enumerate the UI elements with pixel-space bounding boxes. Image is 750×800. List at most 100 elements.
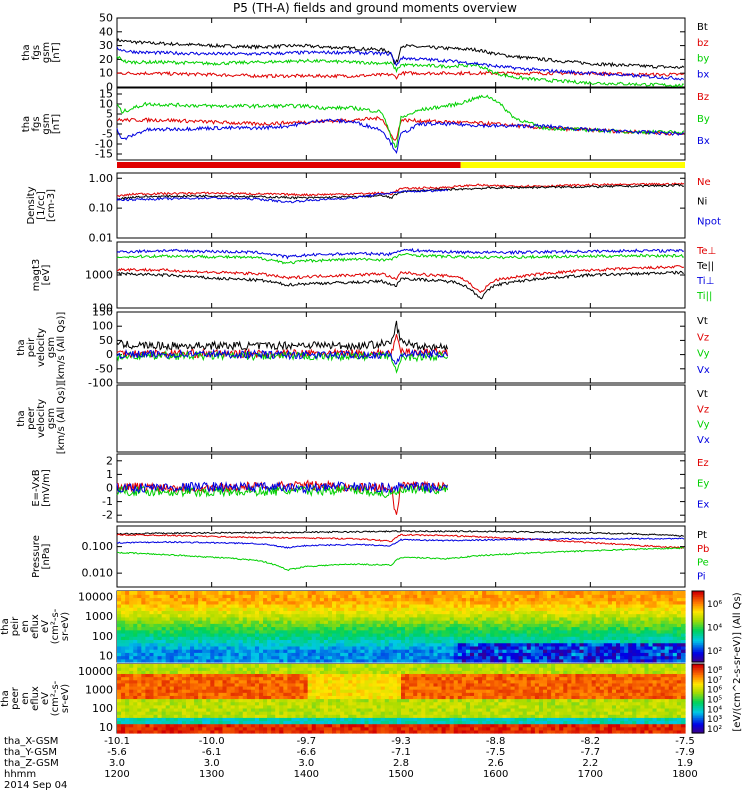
spectrogram-cell [636,607,641,611]
spectrogram-cell [547,613,552,618]
spectrogram-cell [620,632,625,637]
spectrogram-cell [275,682,280,687]
spectrogram-cell [125,729,130,734]
spectrogram-cell [437,642,443,647]
spectrogram-cell [295,591,301,595]
spectrogram-cell [425,655,430,660]
spectrogram-cell [413,636,418,641]
spectrogram-cell [498,591,504,595]
spectrogram-cell [141,642,146,647]
spectrogram-cell [121,711,126,715]
spectrogram-cell [206,695,211,700]
spectrogram-cell [303,676,309,681]
spectrogram-cell [372,623,378,628]
spectrogram-cell [417,658,422,663]
spectrogram-cell [534,632,540,637]
spectrogram-cell [388,613,394,618]
spectrogram-cell [616,645,621,650]
spectrogram-cell [194,723,199,728]
legend-label: Bx [697,136,710,147]
spectrogram-cell [157,652,163,657]
spectrogram-cell [352,720,357,725]
spectrogram-cell [453,639,459,644]
spectrogram-cell [478,636,483,641]
spectrogram-cell [603,658,609,663]
spectrogram-cell [372,620,378,624]
spectrogram-cell [259,607,264,611]
spectrogram-cell [141,720,146,725]
spectrogram-cell [117,704,122,709]
spectrogram-cell [664,655,670,660]
spectrogram-cell [660,652,666,657]
spectrogram-cell [409,636,414,641]
spectrogram-cell [185,597,191,602]
spectrogram-cell [307,679,313,684]
spectrogram-cell [242,707,248,712]
spectrogram-cell [177,692,183,696]
spectrogram-cell [425,626,430,631]
spectrogram-cell [587,620,593,624]
spectrogram-cell [117,594,122,599]
spectrogram-cell [117,711,122,715]
spectrogram-cell [157,670,163,675]
spectrogram-cell [165,632,171,637]
y-tick-label: 10 [99,98,113,111]
spectrogram-cell [445,607,451,611]
spectrogram-cell [275,626,280,631]
spectrogram-cell [202,616,207,621]
spectrogram-cell [392,689,398,693]
spectrogram-cell [327,597,333,602]
spectrogram-cell [267,603,272,608]
spectrogram-cell [242,664,248,668]
spectrogram-cell [181,616,187,621]
spectrogram-cell [222,726,228,731]
spectrogram-cell [133,600,138,605]
spectrogram-cell [307,667,313,671]
spectrogram-cell [372,695,378,700]
spectrogram-cell [177,603,183,608]
spectrogram-cell [344,629,349,634]
spectrogram-cell [206,707,211,712]
spectrogram-cell [490,620,495,624]
spectrogram-cell [664,616,670,621]
spectrogram-cell [327,704,333,709]
spectrogram-cell [510,655,516,660]
spectrogram-cell [319,629,325,634]
spectrogram-cell [234,597,240,602]
colorbar-segment [692,619,704,622]
spectrogram-cell [518,603,524,608]
spectrogram-cell [676,642,682,647]
spectrogram-cell [206,658,211,663]
spectrogram-cell [194,689,199,693]
spectrogram-cell [267,711,272,715]
spectrogram-cell [327,689,333,693]
spectrogram-cell [368,701,374,706]
spectrogram-cell [218,603,224,608]
spectrogram-cell [344,717,349,722]
spectrogram-cell [222,613,228,618]
spectrogram-cell [226,685,232,690]
spectrogram-cell [384,707,390,712]
spectrogram-cell [218,726,224,731]
spectrogram-cell [157,591,163,595]
spectrogram-cell [332,607,337,611]
spectrogram-cell [336,723,341,728]
spectrogram-cell [295,655,301,660]
spectrogram-cell [319,670,325,675]
spectrogram-cell [259,629,264,634]
spectrogram-cell [579,636,585,641]
spectrogram-cell [327,652,333,657]
spectrogram-cell [173,652,179,657]
spectrogram-cell [664,642,670,647]
spectrogram-cell [218,600,224,605]
spectrogram-cell [624,649,629,653]
spectrogram-cell [551,632,556,637]
spectrogram-cell [559,603,564,608]
spectrogram-cell [461,636,467,641]
spectrogram-cell [141,629,146,634]
spectrogram-cell [311,673,317,678]
spectrogram-cell [441,655,447,660]
spectrogram-cell [526,591,532,595]
spectrogram-cell [141,726,146,731]
spectrogram-cell [198,610,203,615]
